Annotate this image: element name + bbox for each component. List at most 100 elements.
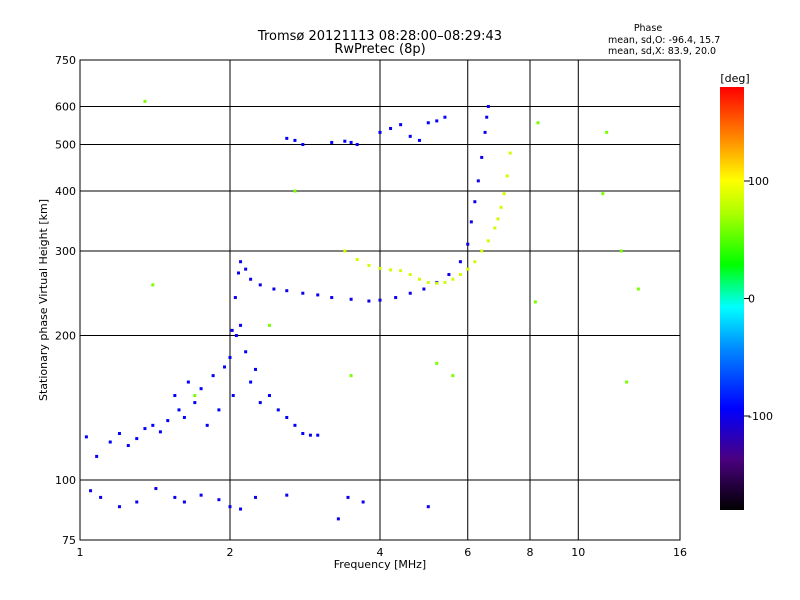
data-point bbox=[605, 130, 609, 134]
data-point bbox=[108, 440, 112, 444]
data-point bbox=[272, 287, 276, 291]
data-point bbox=[236, 271, 240, 275]
data-point bbox=[330, 140, 334, 144]
colorbar-tick-label: 0 bbox=[748, 293, 755, 306]
data-point bbox=[173, 495, 177, 499]
y-tick-label: 300 bbox=[55, 245, 76, 258]
data-point bbox=[399, 269, 403, 273]
data-point bbox=[361, 500, 365, 504]
data-point bbox=[234, 334, 238, 338]
data-point bbox=[422, 287, 426, 291]
data-point bbox=[193, 394, 197, 398]
data-point bbox=[486, 239, 490, 243]
data-point bbox=[186, 380, 190, 384]
data-point bbox=[135, 437, 139, 441]
chart-title: Tromsø 20121113 08:28:00–08:29:43 bbox=[257, 29, 502, 44]
data-point bbox=[451, 374, 455, 378]
data-point bbox=[466, 267, 470, 271]
data-point bbox=[126, 444, 130, 448]
data-point bbox=[435, 361, 439, 365]
data-point bbox=[99, 495, 103, 499]
data-point bbox=[435, 119, 439, 123]
data-point bbox=[239, 507, 243, 511]
data-point bbox=[249, 380, 253, 384]
y-axis-label: Stationary phase Virtual Height [km] bbox=[37, 199, 50, 401]
data-point bbox=[473, 200, 477, 204]
data-point bbox=[308, 433, 312, 437]
data-point bbox=[426, 505, 430, 509]
colorbar-tick-label: 100 bbox=[748, 175, 769, 188]
data-point bbox=[505, 174, 509, 178]
data-point bbox=[536, 121, 540, 125]
data-point bbox=[205, 423, 209, 427]
y-tick-label: 500 bbox=[55, 139, 76, 152]
phase-stats-o: mean, sd,O: -96.4, 15.7 bbox=[608, 35, 720, 46]
data-point bbox=[466, 242, 470, 246]
data-point bbox=[473, 260, 477, 264]
data-point bbox=[443, 115, 447, 119]
data-point bbox=[378, 130, 382, 134]
data-point bbox=[346, 495, 350, 499]
data-point bbox=[193, 401, 197, 405]
data-point bbox=[231, 394, 235, 398]
x-tick-label: 1 bbox=[77, 546, 84, 559]
y-tick-label: 400 bbox=[55, 185, 76, 198]
data-point bbox=[389, 268, 393, 272]
x-tick-label: 4 bbox=[377, 546, 384, 559]
data-point bbox=[285, 493, 289, 497]
data-point bbox=[349, 297, 353, 301]
data-point bbox=[499, 205, 503, 209]
colorbar bbox=[720, 87, 744, 510]
data-point bbox=[84, 435, 88, 439]
data-point bbox=[143, 99, 147, 103]
data-point bbox=[211, 374, 215, 378]
plot-grid bbox=[80, 60, 680, 540]
data-point bbox=[408, 273, 412, 277]
data-point bbox=[447, 273, 451, 277]
data-point bbox=[135, 500, 139, 504]
x-tick-label: 6 bbox=[464, 546, 471, 559]
data-point bbox=[276, 408, 280, 412]
data-point bbox=[496, 217, 500, 221]
data-point bbox=[166, 419, 170, 423]
data-point bbox=[228, 505, 232, 509]
x-axis-label: Frequency [MHz] bbox=[334, 558, 426, 571]
x-tick-label: 8 bbox=[527, 546, 534, 559]
data-point bbox=[508, 151, 512, 155]
colorbar-ticks: 100 0 -100 bbox=[744, 175, 773, 423]
y-tick-label: 750 bbox=[55, 54, 76, 67]
data-point bbox=[217, 408, 221, 412]
x-axis-ticks: 1 2 4 6 8 10 16 bbox=[77, 546, 688, 559]
data-point bbox=[249, 277, 253, 281]
data-point bbox=[258, 401, 262, 405]
data-point bbox=[117, 432, 121, 436]
data-point bbox=[349, 374, 353, 378]
data-point bbox=[228, 355, 232, 359]
data-point bbox=[480, 249, 484, 253]
data-point bbox=[244, 350, 248, 354]
plot-frame bbox=[79, 59, 681, 541]
data-points bbox=[84, 99, 640, 521]
data-point bbox=[378, 298, 382, 302]
data-point bbox=[601, 192, 605, 196]
x-tick-label: 2 bbox=[227, 546, 234, 559]
data-point bbox=[636, 287, 640, 291]
y-tick-label: 600 bbox=[55, 101, 76, 114]
data-point bbox=[95, 454, 99, 458]
data-point bbox=[349, 140, 353, 144]
data-point bbox=[267, 394, 271, 398]
data-point bbox=[389, 126, 393, 130]
data-point bbox=[154, 487, 158, 491]
data-point bbox=[367, 263, 371, 267]
data-point bbox=[253, 495, 257, 499]
data-point bbox=[151, 283, 155, 287]
data-point bbox=[182, 415, 186, 419]
phase-stats-x: mean, sd,X: 83.9, 20.0 bbox=[608, 46, 716, 57]
data-point bbox=[258, 283, 262, 287]
data-point bbox=[233, 296, 237, 300]
data-point bbox=[285, 289, 289, 293]
data-point bbox=[173, 394, 177, 398]
data-point bbox=[217, 498, 221, 502]
data-point bbox=[182, 500, 186, 504]
data-point bbox=[199, 493, 203, 497]
